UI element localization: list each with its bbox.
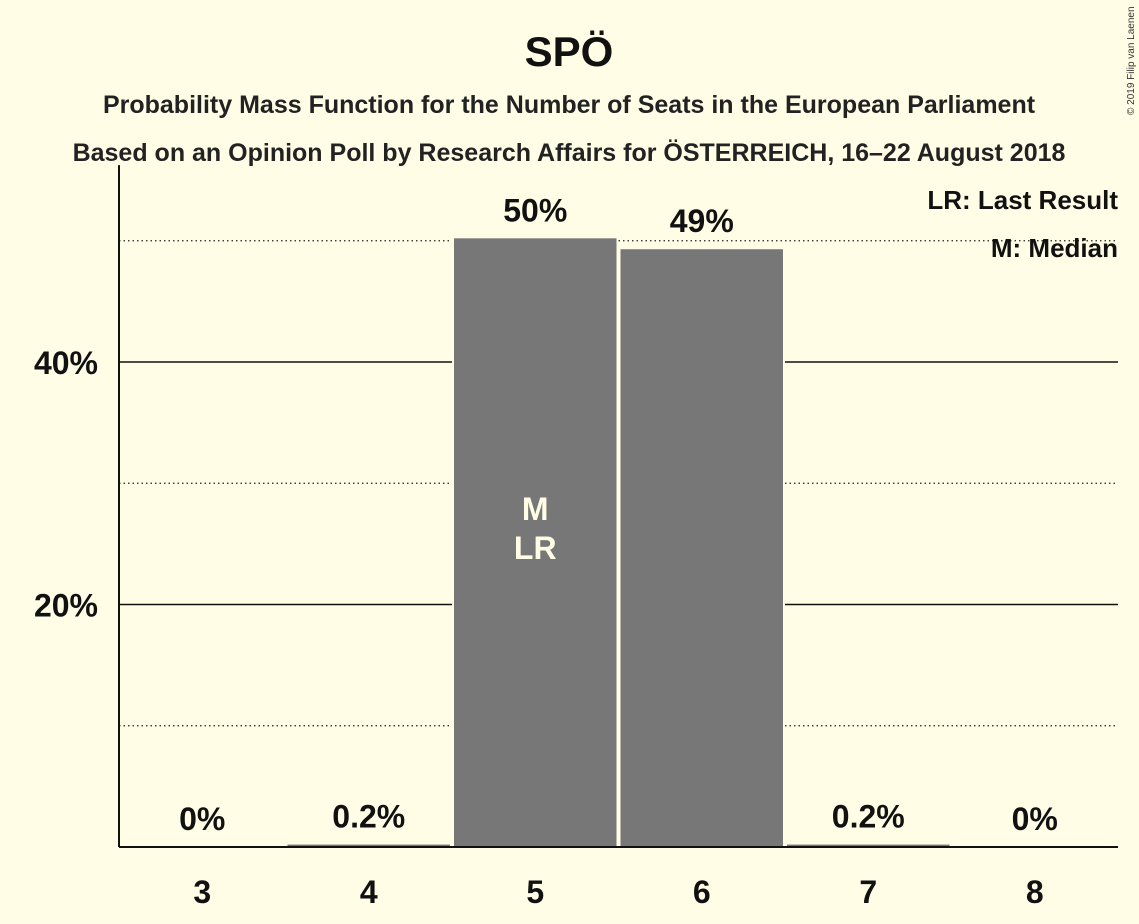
- data-label: 0%: [179, 801, 225, 837]
- axes-layer: [118, 165, 1118, 848]
- chart-subtitle-line2: Based on an Opinion Poll by Research Aff…: [73, 138, 1066, 167]
- data-label: 0%: [1012, 801, 1058, 837]
- x-tick-label: 6: [693, 874, 711, 910]
- bar-mark-lr: LR: [514, 530, 557, 566]
- bar-mark-m: M: [522, 491, 549, 527]
- data-label: 0.2%: [832, 799, 905, 835]
- legend-last-result: LR: Last Result: [927, 185, 1118, 215]
- legend-median: M: Median: [991, 233, 1118, 263]
- bar-6: [620, 249, 783, 848]
- chart-title: SPÖ: [525, 28, 614, 75]
- x-tick-label: 4: [360, 874, 378, 910]
- x-tick-label: 5: [526, 874, 544, 910]
- y-tick-label: 40%: [34, 345, 98, 381]
- bar-5: [454, 238, 617, 847]
- bars-layer: [287, 236, 950, 848]
- labels-layer: 20% 40% 0% 3 0.2% 4 50% 5 MLR 49% 6 0.2% 7 0% 8: [34, 192, 1058, 910]
- x-tick-label: 3: [193, 874, 211, 910]
- legend: LR: Last Result M: Median: [927, 185, 1118, 263]
- data-label: 50%: [503, 192, 567, 228]
- x-tick-label: 8: [1026, 874, 1044, 910]
- bar-7: [787, 844, 950, 847]
- bar-4: [287, 844, 450, 847]
- x-tick-label: 7: [859, 874, 877, 910]
- chart-subtitle-line1: Probability Mass Function for the Number…: [103, 91, 1036, 119]
- data-label: 49%: [670, 203, 734, 239]
- data-label: 0.2%: [332, 799, 405, 835]
- copyright-text: © 2019 Filip van Laenen: [1126, 6, 1137, 115]
- y-tick-label: 20%: [34, 588, 98, 624]
